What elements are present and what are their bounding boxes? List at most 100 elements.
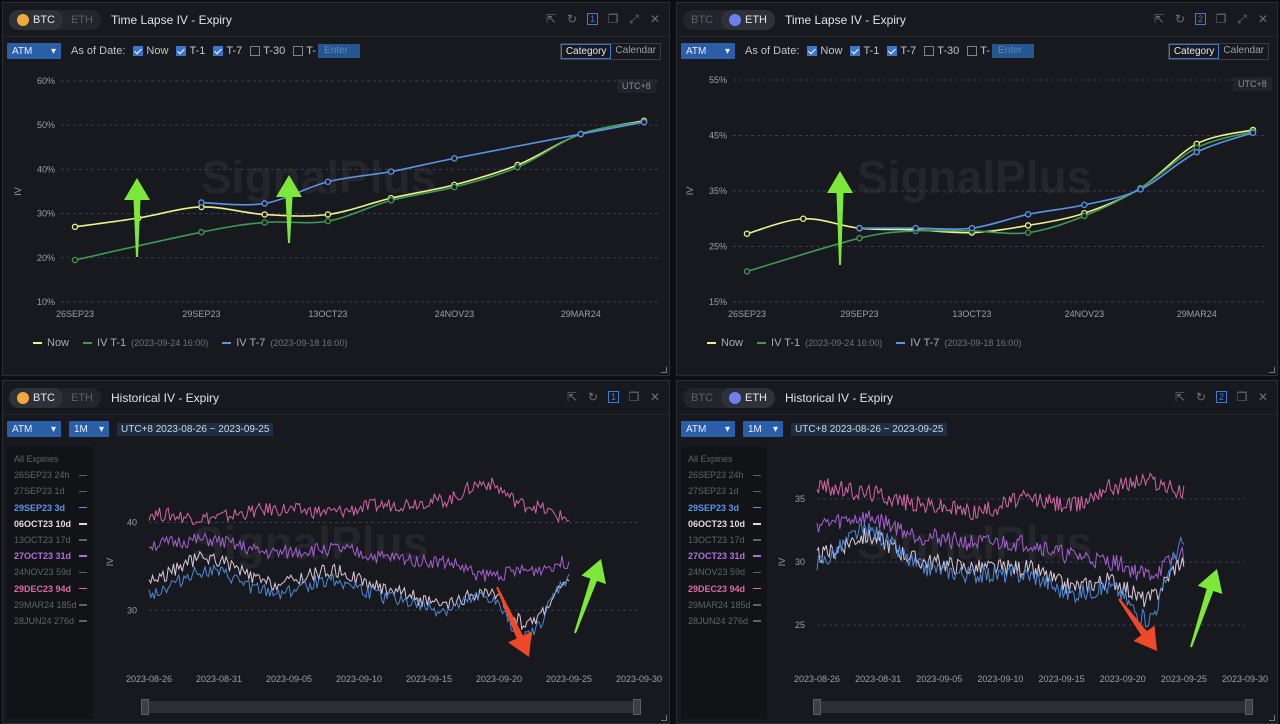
resize-handle[interactable] — [1269, 715, 1275, 721]
duplicate-icon[interactable]: ❐ — [1236, 390, 1248, 404]
coin-tab-eth[interactable]: ETH — [721, 9, 775, 30]
checkbox-t30[interactable]: T-30 — [924, 45, 959, 57]
share-icon[interactable]: ⇱ — [545, 12, 557, 26]
share-icon[interactable]: ⇱ — [1153, 12, 1165, 26]
window-number-badge[interactable]: 2 — [1216, 391, 1227, 403]
close-icon[interactable]: ✕ — [1257, 390, 1269, 404]
legend-now[interactable]: Now — [33, 337, 69, 349]
refresh-icon[interactable]: ↻ — [1195, 390, 1207, 404]
range-handle-start[interactable] — [141, 699, 149, 715]
view-calendar-button[interactable]: Calendar — [615, 45, 656, 56]
refresh-icon[interactable]: ↻ — [1174, 12, 1186, 26]
expiry-label: 29SEP23 3d — [14, 502, 66, 513]
expiry-list-item[interactable]: 24NOV23 59d — [681, 564, 767, 580]
expiry-list-item[interactable]: 27SEP23 1d — [681, 483, 767, 499]
view-category-button[interactable]: Category — [560, 44, 612, 59]
duplicate-icon[interactable]: ❐ — [607, 12, 619, 26]
legend-now[interactable]: Now — [707, 337, 743, 349]
checkbox-t7[interactable]: T-7 — [887, 45, 916, 57]
expiry-list-item[interactable]: 13OCT23 17d — [7, 532, 93, 548]
expiry-list-item[interactable]: 29SEP23 3d — [681, 500, 767, 516]
legend-t7[interactable]: IV T-7 (2023-09-18 16:00) — [896, 337, 1021, 349]
close-icon[interactable]: ✕ — [1257, 12, 1269, 26]
legend-t7[interactable]: IV T-7 (2023-09-18 16:00) — [222, 337, 347, 349]
expiry-list-item[interactable]: All Expiries — [681, 451, 767, 467]
up-arrow-annotation — [124, 178, 150, 257]
expiry-list-item[interactable]: 28JUN24 276d — [7, 613, 93, 629]
checkbox-now[interactable]: Now — [133, 45, 168, 57]
checkbox-custom[interactable]: T- — [967, 45, 990, 57]
checkbox-t1[interactable]: T-1 — [176, 45, 205, 57]
resize-handle[interactable] — [1269, 367, 1275, 373]
period-select[interactable]: 1M ▾ — [743, 421, 783, 437]
window-number-badge[interactable]: 2 — [1195, 13, 1206, 25]
coin-tab-eth[interactable]: ETH — [721, 387, 775, 408]
duplicate-icon[interactable]: ❐ — [628, 390, 640, 404]
window-number-badge[interactable]: 1 — [587, 13, 598, 25]
expiry-list-item[interactable]: 28JUN24 276d — [681, 613, 767, 629]
expiry-list-item[interactable]: 26SEP23 24h — [681, 467, 767, 483]
date-range-label[interactable]: UTC+8 2023-08-26 ~ 2023-09-25 — [117, 422, 274, 436]
expiry-list-item[interactable]: 29MAR24 185d — [681, 597, 767, 613]
expiry-list-item[interactable]: 27SEP23 1d — [7, 483, 93, 499]
coin-tab-btc[interactable]: BTC — [9, 9, 63, 30]
checkbox-custom[interactable]: T- — [293, 45, 316, 57]
coin-tab-eth[interactable]: ETH — [71, 391, 93, 404]
checkbox-t1[interactable]: T-1 — [850, 45, 879, 57]
checkbox-t30[interactable]: T-30 — [250, 45, 285, 57]
custom-days-input[interactable]: Enter — [992, 44, 1035, 58]
atm-select[interactable]: ATM ▾ — [681, 421, 735, 437]
checkbox-t7[interactable]: T-7 — [213, 45, 242, 57]
expiry-list-item[interactable]: 27OCT23 31d — [7, 548, 93, 564]
resize-handle[interactable] — [661, 367, 667, 373]
expiry-list-item[interactable]: 29DEC23 94d — [7, 581, 93, 597]
expiry-list-item[interactable]: 26SEP23 24h — [7, 467, 93, 483]
range-scrollbar[interactable] — [141, 699, 641, 715]
atm-select[interactable]: ATM ▾ — [681, 43, 735, 59]
window-number-badge[interactable]: 1 — [608, 391, 619, 403]
coin-tab-btc[interactable]: BTC — [691, 391, 713, 404]
expiry-list-item[interactable]: 13OCT23 17d — [681, 532, 767, 548]
expand-icon[interactable]: ⤢ — [1237, 12, 1247, 26]
legend-t1[interactable]: IV T-1 (2023-09-24 16:00) — [757, 337, 882, 349]
range-handle-end[interactable] — [1245, 699, 1253, 715]
checkbox-now[interactable]: Now — [807, 45, 842, 57]
coin-tab-btc[interactable]: BTC — [691, 13, 713, 26]
share-icon[interactable]: ⇱ — [566, 390, 578, 404]
expand-icon[interactable]: ⤢ — [629, 12, 639, 26]
panel-toolbar: ATM ▾ 1M ▾ UTC+8 2023-08-26 ~ 2023-09-25 — [677, 419, 1277, 439]
period-select[interactable]: 1M ▾ — [69, 421, 109, 437]
coin-tab-btc[interactable]: BTC — [9, 387, 63, 408]
resize-handle[interactable] — [661, 715, 667, 721]
range-handle-start[interactable] — [813, 699, 821, 715]
legend-t1[interactable]: IV T-1 (2023-09-24 16:00) — [83, 337, 208, 349]
custom-days-input[interactable]: Enter — [318, 44, 361, 58]
expiry-list-item[interactable]: 29SEP23 3d — [7, 500, 93, 516]
coin-tab-eth[interactable]: ETH — [71, 13, 93, 26]
expiry-list-item[interactable]: 29MAR24 185d — [7, 597, 93, 613]
expiry-list-item[interactable]: 29DEC23 94d — [681, 581, 767, 597]
expiry-list-item[interactable]: 24NOV23 59d — [7, 564, 93, 580]
expiry-list-item[interactable]: 06OCT23 10d — [681, 516, 767, 532]
y-tick-label: 25% — [709, 242, 727, 252]
range-scrollbar[interactable] — [813, 699, 1253, 715]
window-controls: ⇱ ↻ 2 ❐ ✕ — [1174, 390, 1269, 404]
duplicate-icon[interactable]: ❐ — [1215, 12, 1227, 26]
refresh-icon[interactable]: ↻ — [587, 390, 599, 404]
expiry-list-item[interactable]: All Expiries — [7, 451, 93, 467]
expiry-list-item[interactable]: 06OCT23 10d — [7, 516, 93, 532]
atm-select[interactable]: ATM ▾ — [7, 421, 61, 437]
refresh-icon[interactable]: ↻ — [566, 12, 578, 26]
view-category-button[interactable]: Category — [1168, 44, 1220, 59]
expiry-list-item[interactable]: 27OCT23 31d — [681, 548, 767, 564]
view-calendar-button[interactable]: Calendar — [1223, 45, 1264, 56]
date-range-label[interactable]: UTC+8 2023-08-26 ~ 2023-09-25 — [791, 422, 948, 436]
close-icon[interactable]: ✕ — [649, 12, 661, 26]
atm-select[interactable]: ATM ▾ — [7, 43, 61, 59]
window-controls: ⇱ ↻ 1 ❐ ⤢ ✕ — [545, 12, 661, 26]
share-icon[interactable]: ⇱ — [1174, 390, 1186, 404]
data-point — [198, 199, 205, 206]
coin-tabs: BTC ETH — [683, 387, 775, 408]
range-handle-end[interactable] — [633, 699, 641, 715]
close-icon[interactable]: ✕ — [649, 390, 661, 404]
